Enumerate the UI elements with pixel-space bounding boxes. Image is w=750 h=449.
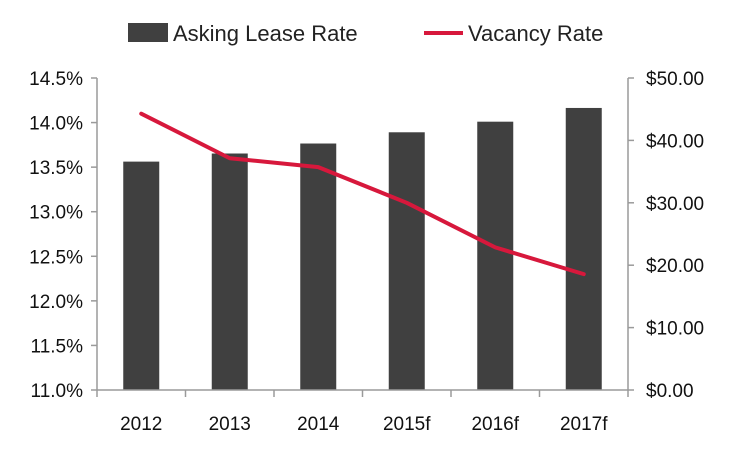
- y-left-tick-label: 11.0%: [31, 381, 84, 402]
- axes: [91, 77, 634, 397]
- y-right-tick-label: $10.00: [646, 319, 704, 340]
- y-left-tick-label: 13.5%: [29, 158, 83, 179]
- bar-2017f: [565, 107, 602, 391]
- x-tick-label: 2012: [120, 414, 162, 435]
- y-left-tick-label: 14.5%: [29, 69, 83, 90]
- x-tick-label: 2016f: [471, 414, 519, 435]
- y-left-tick-label: 13.0%: [29, 203, 83, 224]
- legend-label-vacancy-rate: Vacancy Rate: [468, 21, 603, 46]
- line-series: [139, 111, 586, 277]
- legend-swatch-asking-lease-rate: [128, 23, 168, 42]
- chart-legend: Asking Lease Rate Vacancy Rate: [128, 21, 603, 46]
- y-right-tick-label: $40.00: [646, 131, 704, 152]
- legend-label-asking-lease-rate: Asking Lease Rate: [173, 21, 358, 46]
- y-right-tick-label: $0.00: [646, 381, 694, 402]
- bar-2015f: [388, 132, 425, 390]
- bar-2013: [211, 153, 248, 390]
- y-left-tick-label: 14.0%: [29, 114, 83, 135]
- y-left-tick-label: 12.0%: [29, 292, 83, 313]
- y-right-tick-label: $30.00: [646, 194, 704, 215]
- tick-labels: 11.0% 11.5% 12.0% 12.5% 13.0% 13.5% 14.0% 14.5%…: [29, 69, 704, 435]
- bar-2016f: [477, 121, 514, 391]
- y-right-tick-label: $50.00: [646, 69, 704, 90]
- bar-series: [123, 107, 602, 391]
- bar-2012: [123, 161, 160, 390]
- y-left-tick-label: 12.5%: [29, 247, 83, 268]
- vacancy-rate-line: [139, 111, 586, 277]
- x-tick-label: 2015f: [383, 414, 431, 435]
- y-right-tick-label: $20.00: [646, 256, 704, 277]
- x-tick-label: 2017f: [560, 414, 608, 435]
- x-tick-label: 2014: [297, 414, 340, 435]
- bar-2014: [300, 143, 337, 390]
- y-left-tick-label: 11.5%: [31, 336, 84, 357]
- x-tick-label: 2013: [209, 414, 251, 435]
